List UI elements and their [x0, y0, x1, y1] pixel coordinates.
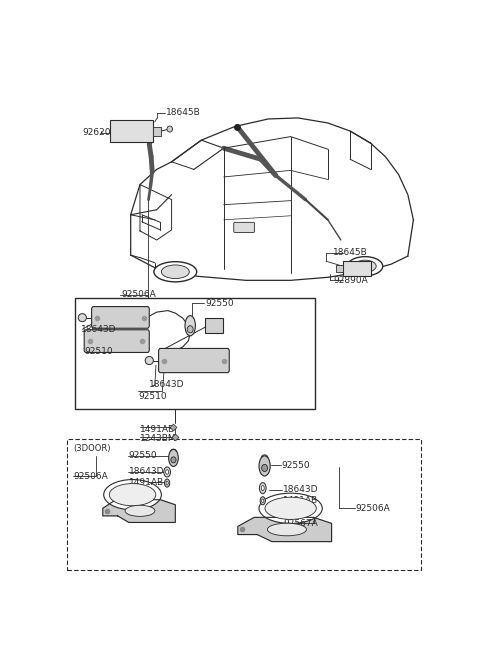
- Text: 92550: 92550: [281, 461, 310, 470]
- Bar: [205, 318, 223, 333]
- Text: 92620: 92620: [83, 128, 111, 137]
- Ellipse shape: [161, 265, 189, 278]
- Text: 92890A: 92890A: [334, 276, 368, 285]
- FancyBboxPatch shape: [92, 307, 149, 328]
- Text: 1491AB: 1491AB: [129, 477, 164, 487]
- Text: 18643D: 18643D: [149, 381, 185, 389]
- Ellipse shape: [166, 470, 168, 474]
- Text: 92567A: 92567A: [118, 488, 153, 496]
- Text: 92510: 92510: [138, 392, 167, 401]
- Text: 92567A: 92567A: [283, 519, 318, 528]
- Text: 92506A: 92506A: [73, 472, 108, 481]
- Ellipse shape: [164, 467, 170, 477]
- Text: 92550: 92550: [205, 299, 234, 308]
- Bar: [67, 440, 421, 571]
- Text: 92550: 92550: [129, 451, 157, 460]
- Text: 1491AB: 1491AB: [283, 496, 318, 505]
- Ellipse shape: [165, 479, 170, 487]
- Polygon shape: [103, 500, 175, 523]
- Text: (3DOOR): (3DOOR): [73, 444, 110, 453]
- Bar: [343, 261, 371, 276]
- Ellipse shape: [265, 497, 316, 519]
- Ellipse shape: [259, 493, 322, 523]
- Ellipse shape: [260, 496, 265, 505]
- Ellipse shape: [348, 257, 383, 276]
- FancyBboxPatch shape: [234, 222, 254, 233]
- Text: 92506A: 92506A: [121, 290, 156, 299]
- Bar: [153, 126, 161, 136]
- Text: 1491AB: 1491AB: [140, 424, 175, 434]
- Text: 1243BM: 1243BM: [140, 434, 177, 443]
- Bar: [336, 265, 343, 272]
- Ellipse shape: [259, 456, 270, 476]
- Polygon shape: [238, 517, 332, 542]
- Text: 18645B: 18645B: [166, 108, 201, 117]
- Ellipse shape: [78, 314, 86, 322]
- Bar: [110, 121, 153, 141]
- Ellipse shape: [109, 483, 156, 506]
- Text: 18645B: 18645B: [334, 248, 368, 257]
- Text: 18643D: 18643D: [129, 468, 164, 476]
- Ellipse shape: [262, 464, 267, 472]
- Ellipse shape: [145, 356, 154, 365]
- Ellipse shape: [185, 316, 195, 336]
- Text: 92510: 92510: [84, 347, 113, 356]
- Ellipse shape: [154, 262, 197, 282]
- Text: 18643D: 18643D: [81, 325, 116, 334]
- Ellipse shape: [267, 523, 306, 536]
- FancyBboxPatch shape: [158, 348, 229, 373]
- Text: 92506A: 92506A: [356, 504, 391, 513]
- Ellipse shape: [168, 449, 178, 466]
- Ellipse shape: [262, 499, 264, 502]
- Ellipse shape: [259, 483, 266, 494]
- Ellipse shape: [187, 326, 193, 333]
- Ellipse shape: [354, 260, 376, 272]
- Ellipse shape: [261, 485, 264, 491]
- Ellipse shape: [125, 505, 155, 516]
- Ellipse shape: [104, 479, 161, 510]
- FancyBboxPatch shape: [84, 329, 149, 352]
- Text: 18643D: 18643D: [283, 485, 319, 494]
- Ellipse shape: [171, 457, 176, 463]
- Bar: [75, 298, 315, 409]
- Ellipse shape: [166, 481, 168, 485]
- Ellipse shape: [167, 126, 172, 132]
